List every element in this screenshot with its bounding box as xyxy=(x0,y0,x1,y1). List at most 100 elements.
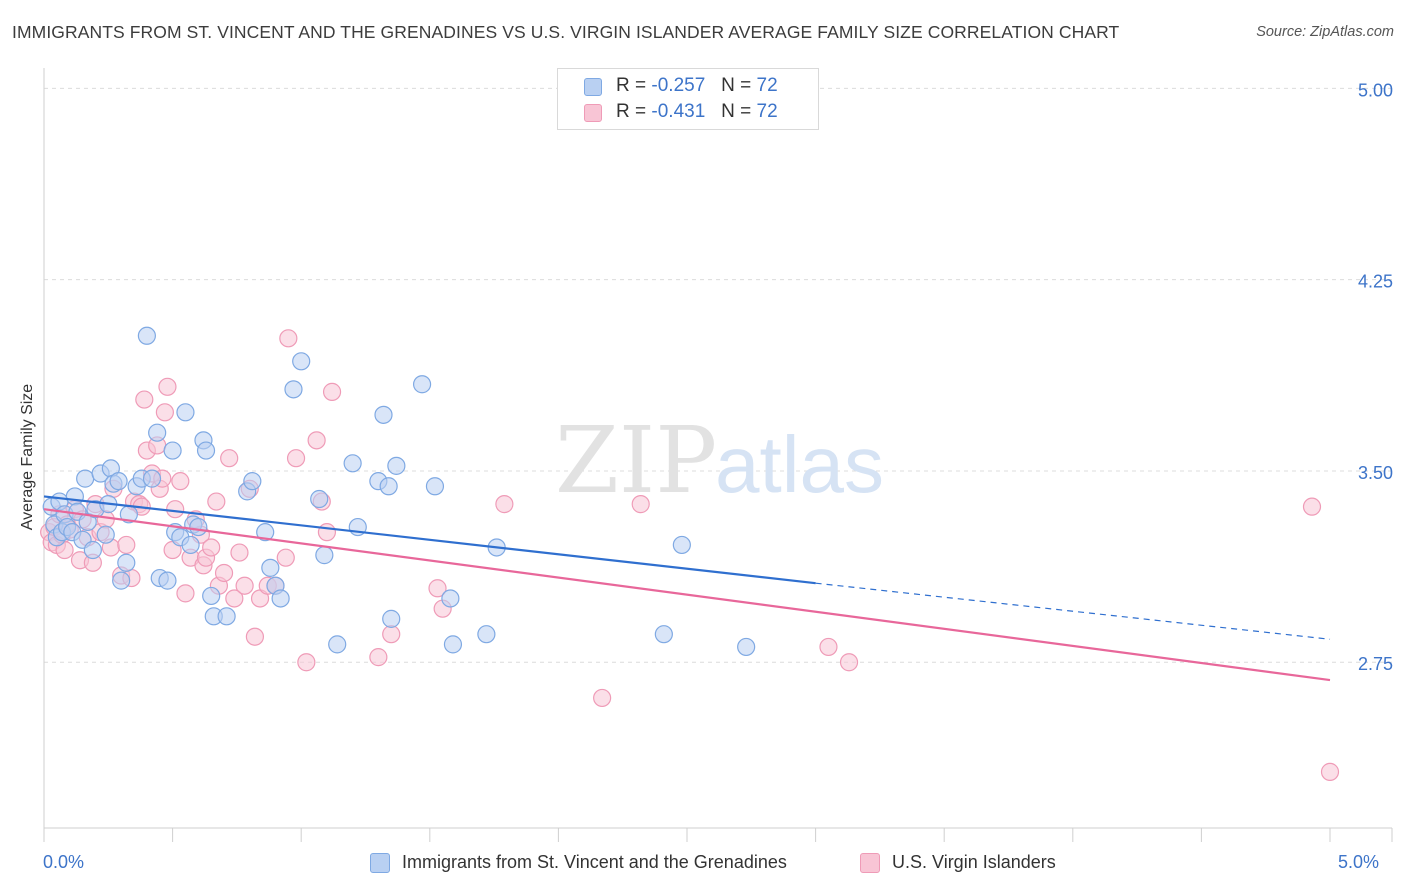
data-point-pink xyxy=(220,449,239,468)
data-point-blue xyxy=(374,405,393,424)
data-point-pink xyxy=(158,377,177,396)
data-point-blue xyxy=(477,625,496,644)
data-point-blue xyxy=(217,607,236,626)
bottom-legend-swatch-pink xyxy=(860,853,880,873)
data-point-blue xyxy=(315,546,334,565)
data-point-pink xyxy=(207,492,226,511)
data-point-blue xyxy=(109,472,128,491)
bottom-legend-label-pink: U.S. Virgin Islanders xyxy=(892,852,1056,872)
data-point-blue xyxy=(65,487,84,506)
data-point-blue xyxy=(412,375,432,394)
data-point-blue xyxy=(196,441,216,460)
data-point-pink xyxy=(230,543,249,562)
data-point-pink xyxy=(297,653,316,672)
data-point-blue xyxy=(328,635,347,654)
data-point-blue xyxy=(737,637,756,657)
data-point-blue xyxy=(117,553,136,572)
gridlines xyxy=(44,87,1392,663)
data-point-pink xyxy=(1320,762,1340,781)
axes xyxy=(43,68,1393,842)
data-point-pink xyxy=(202,538,221,557)
legend-r-value-pink: -0.431 xyxy=(651,101,706,122)
trend-line-pink xyxy=(43,508,1331,682)
data-point-blue xyxy=(142,469,162,488)
data-point-blue xyxy=(163,441,182,460)
x-tick-left: 0.0% xyxy=(43,852,85,872)
data-point-pink xyxy=(279,329,298,348)
data-point-blue xyxy=(292,352,311,371)
trend-lines xyxy=(43,495,1331,682)
trend-line-blue-extension xyxy=(815,582,1331,640)
data-point-pink xyxy=(819,637,838,657)
data-point-pink xyxy=(839,653,859,672)
legend-swatch-blue xyxy=(584,78,602,96)
data-point-pink xyxy=(225,589,244,608)
data-point-pink xyxy=(245,627,265,646)
correlation-legend: R = -0.257 N = 72 R = -0.431 N = 72 xyxy=(557,68,819,130)
legend-swatch-pink xyxy=(584,104,602,122)
y-tick-label: 3.50 xyxy=(1358,463,1393,483)
data-point-blue xyxy=(387,456,406,475)
data-point-pink xyxy=(307,431,326,450)
data-point-pink xyxy=(214,563,234,583)
data-point-blue xyxy=(284,380,303,399)
x-tick-right: 5.0% xyxy=(1338,852,1380,872)
data-point-blue xyxy=(76,469,95,488)
data-point-blue xyxy=(176,403,195,422)
data-point-blue xyxy=(343,454,362,473)
data-point-blue xyxy=(148,423,167,442)
data-point-blue xyxy=(181,535,200,555)
series-pink-points xyxy=(40,329,1340,781)
legend-r-label: R = xyxy=(616,75,647,96)
data-point-blue xyxy=(158,571,177,590)
legend-n-value-blue: 72 xyxy=(756,75,778,96)
data-point-blue xyxy=(441,589,460,608)
data-point-pink xyxy=(171,472,190,491)
data-point-pink xyxy=(117,535,136,555)
trend-line-blue xyxy=(43,495,816,585)
data-point-blue xyxy=(382,609,401,628)
y-tick-labels: 2.75 3.50 4.25 5.00 xyxy=(1358,80,1393,674)
bottom-legend-label-blue: Immigrants from St. Vincent and the Gren… xyxy=(402,852,787,872)
data-point-pink xyxy=(235,576,254,595)
data-point-pink xyxy=(286,449,306,468)
data-point-pink xyxy=(1302,497,1322,516)
data-point-blue xyxy=(256,523,275,542)
data-point-blue xyxy=(243,472,262,491)
data-point-pink xyxy=(495,495,514,514)
data-point-pink xyxy=(166,500,185,519)
data-point-blue xyxy=(137,326,156,345)
data-point-blue xyxy=(310,489,329,509)
data-point-blue xyxy=(96,525,115,544)
data-point-pink xyxy=(322,382,342,401)
data-point-blue xyxy=(443,635,463,654)
watermark-atlas: atlas xyxy=(715,420,884,509)
data-point-blue xyxy=(379,477,398,496)
data-point-pink xyxy=(631,495,650,514)
legend-n-value-pink: 72 xyxy=(756,101,778,122)
data-point-pink xyxy=(276,548,295,567)
data-point-blue xyxy=(654,625,673,644)
legend-n-label: N = xyxy=(721,75,752,96)
data-point-pink xyxy=(135,390,154,409)
chart-title: IMMIGRANTS FROM ST. VINCENT AND THE GREN… xyxy=(12,22,1120,42)
watermark-zip: ZIP xyxy=(555,407,717,514)
data-point-pink xyxy=(176,584,195,603)
data-point-blue xyxy=(425,477,445,496)
bottom-legend-swatch-blue xyxy=(370,853,390,873)
data-point-pink xyxy=(317,523,337,542)
data-point-blue xyxy=(83,540,102,560)
data-point-pink xyxy=(382,625,401,644)
data-point-blue xyxy=(261,558,280,577)
data-point-blue xyxy=(202,586,221,606)
data-point-pink xyxy=(369,648,388,667)
legend-r-label: R = xyxy=(616,101,647,122)
y-tick-label: 2.75 xyxy=(1358,654,1393,674)
data-point-pink xyxy=(155,403,174,422)
y-tick-label: 5.00 xyxy=(1358,80,1393,100)
source-label: Source: ZipAtlas.com xyxy=(1256,24,1394,40)
data-point-blue xyxy=(672,535,691,555)
watermark: ZIP atlas xyxy=(555,407,884,514)
data-point-blue xyxy=(189,517,208,537)
